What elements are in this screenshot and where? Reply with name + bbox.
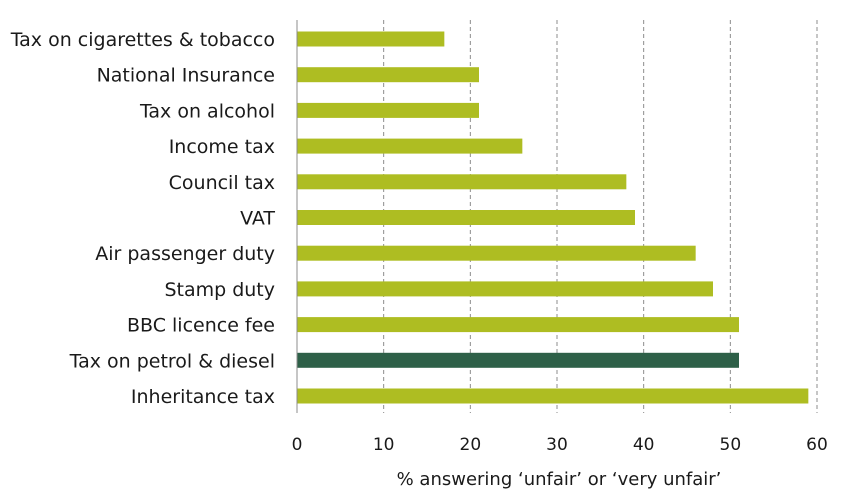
x-tick-label: 60 <box>806 435 828 455</box>
bar <box>297 317 739 333</box>
x-tick-label: 20 <box>460 435 482 455</box>
bar <box>297 174 627 190</box>
category-labels: Tax on cigarettes & tobacco National Insu… <box>10 29 276 408</box>
bar <box>297 102 479 118</box>
x-tick-label: 0 <box>292 435 303 455</box>
bars <box>297 31 809 404</box>
bar <box>297 352 739 368</box>
x-tick-label: 40 <box>633 435 655 455</box>
x-tick-label: 10 <box>373 435 395 455</box>
x-tick-label: 50 <box>720 435 742 455</box>
category-label: Tax on alcohol <box>139 100 275 122</box>
x-tick-label: 30 <box>546 435 568 455</box>
category-label: National Insurance <box>97 65 275 87</box>
x-axis-title: % answering ‘unfair’ or ‘very unfair’ <box>397 469 722 490</box>
category-label: Tax on cigarettes & tobacco <box>10 29 275 51</box>
bar <box>297 388 809 404</box>
bar <box>297 67 479 83</box>
category-label: Inheritance tax <box>131 386 275 408</box>
category-label: Income tax <box>169 136 275 158</box>
x-tick-labels: 0 10 20 30 40 50 60 <box>292 435 828 455</box>
bar <box>297 210 635 225</box>
bar <box>297 31 445 47</box>
category-label: BBC licence fee <box>127 315 275 337</box>
category-label: Air passenger duty <box>95 243 275 265</box>
category-label: Stamp duty <box>164 279 275 301</box>
bar <box>297 138 523 154</box>
category-label: Tax on petrol & diesel <box>69 350 275 372</box>
bar <box>297 245 696 261</box>
category-label: VAT <box>240 208 275 230</box>
category-label: Council tax <box>169 172 275 194</box>
bar <box>297 281 713 297</box>
